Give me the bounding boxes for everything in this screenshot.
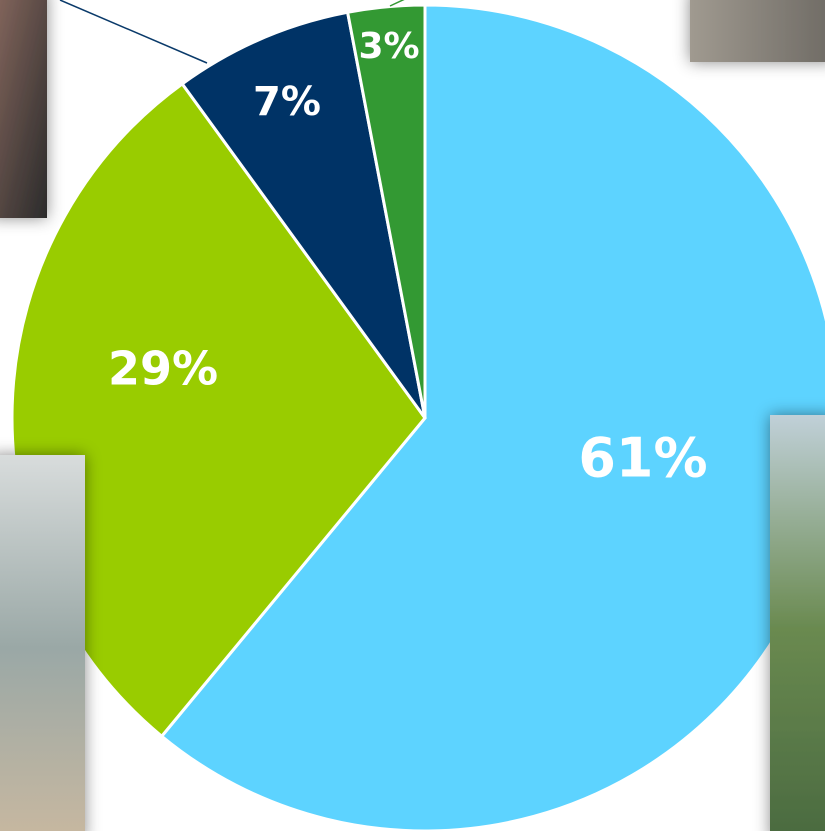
- pie-slice: [10, 81, 427, 739]
- pie-slice: [180, 10, 427, 419]
- photo: [0, 455, 85, 831]
- data-label: 7%: [253, 79, 321, 125]
- leader-line: [59, 0, 208, 64]
- photo: [690, 0, 825, 62]
- photo: [0, 0, 47, 218]
- leader-line: [389, 0, 405, 7]
- data-label: 61%: [578, 427, 707, 490]
- photo: [770, 415, 825, 831]
- photos: [0, 0, 825, 218]
- pie-slice: [345, 3, 427, 419]
- data-label: 29%: [108, 342, 218, 396]
- pie: [10, 3, 825, 831]
- data-label: 3%: [358, 26, 419, 67]
- labels: 61% 29% 7% 3%: [108, 26, 708, 490]
